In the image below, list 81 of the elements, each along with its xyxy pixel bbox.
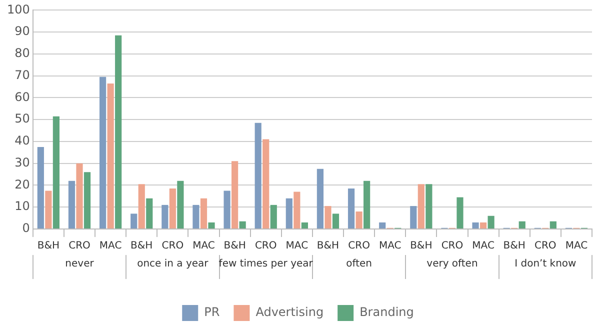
bar <box>364 180 370 228</box>
y-tick-label: 30 <box>14 155 30 170</box>
y-tick-label: 100 <box>7 2 30 16</box>
bar <box>169 188 176 228</box>
x-tick-label: B&H <box>130 240 153 252</box>
bar <box>68 180 76 228</box>
x-tick-label: CRO <box>162 240 184 252</box>
y-tick-label: 80 <box>14 46 30 60</box>
bar <box>316 168 324 228</box>
text: often <box>346 258 372 270</box>
x-tick-label: CRO <box>68 240 91 252</box>
text: once in a year <box>137 258 210 270</box>
bar <box>301 222 308 228</box>
x-tick-label: MAC <box>99 240 122 252</box>
text: I don’t know <box>514 258 576 270</box>
x-tick-label: CRO <box>441 240 464 252</box>
x-tick-label: CRO <box>534 240 556 252</box>
bar <box>37 146 44 228</box>
bar <box>262 139 270 228</box>
x-tick-label: MAC <box>286 240 308 252</box>
bar <box>410 206 417 228</box>
y-tick-label: 10 <box>14 199 30 214</box>
bar <box>254 122 262 228</box>
bar <box>224 190 230 228</box>
text: few times per year <box>218 258 314 270</box>
bar <box>472 222 479 228</box>
bar <box>99 76 106 228</box>
bar <box>426 184 432 228</box>
bar <box>107 84 114 228</box>
bar <box>270 204 277 228</box>
y-tick-label: 90 <box>14 24 30 38</box>
text: never <box>65 258 95 270</box>
bar <box>138 184 145 228</box>
bar <box>52 116 60 228</box>
bar <box>200 198 208 228</box>
bar <box>192 204 200 228</box>
bar <box>456 197 464 228</box>
bar <box>84 172 91 228</box>
bar <box>348 188 355 228</box>
y-tick-label: 60 <box>14 90 30 104</box>
x-tick-label: B&H <box>37 240 60 252</box>
bar <box>115 35 122 228</box>
y-tick-label: 20 <box>14 177 30 192</box>
bar <box>45 190 52 228</box>
bar <box>550 221 556 228</box>
x-tick-label: MAC <box>378 240 402 252</box>
bar <box>332 214 340 228</box>
bar <box>177 180 184 228</box>
bar <box>239 221 246 228</box>
bar <box>418 184 424 228</box>
bar <box>208 222 215 228</box>
bar <box>324 206 332 228</box>
legend-label: PR <box>204 305 220 320</box>
legend-label: Branding <box>360 305 414 320</box>
bar <box>480 222 487 228</box>
text: very often <box>426 258 478 270</box>
x-tick-label: MAC <box>565 240 588 252</box>
x-tick-label: B&H <box>503 240 526 252</box>
bar <box>76 163 83 228</box>
x-tick-label: MAC <box>472 240 494 252</box>
bar <box>146 198 153 228</box>
bar <box>379 222 386 228</box>
bar <box>518 221 526 228</box>
x-tick-label: CRO <box>348 240 370 252</box>
x-tick-label: CRO <box>254 240 277 252</box>
x-tick-label: B&H <box>316 240 340 252</box>
y-tick-label: 40 <box>14 134 30 148</box>
bar <box>294 192 300 228</box>
bar <box>286 198 292 228</box>
bar <box>130 214 138 228</box>
x-tick-label: MAC <box>192 240 215 252</box>
bar <box>356 211 362 228</box>
x-tick-label: B&H <box>224 240 246 252</box>
bar <box>162 204 168 228</box>
x-tick-label: B&H <box>410 240 432 252</box>
bar <box>488 216 494 228</box>
y-tick-label: 70 <box>14 68 30 82</box>
bar <box>232 161 238 228</box>
legend-label: Advertising <box>256 305 324 320</box>
y-tick-label: 50 <box>14 112 30 126</box>
y-tick-label: 0 <box>22 221 30 236</box>
